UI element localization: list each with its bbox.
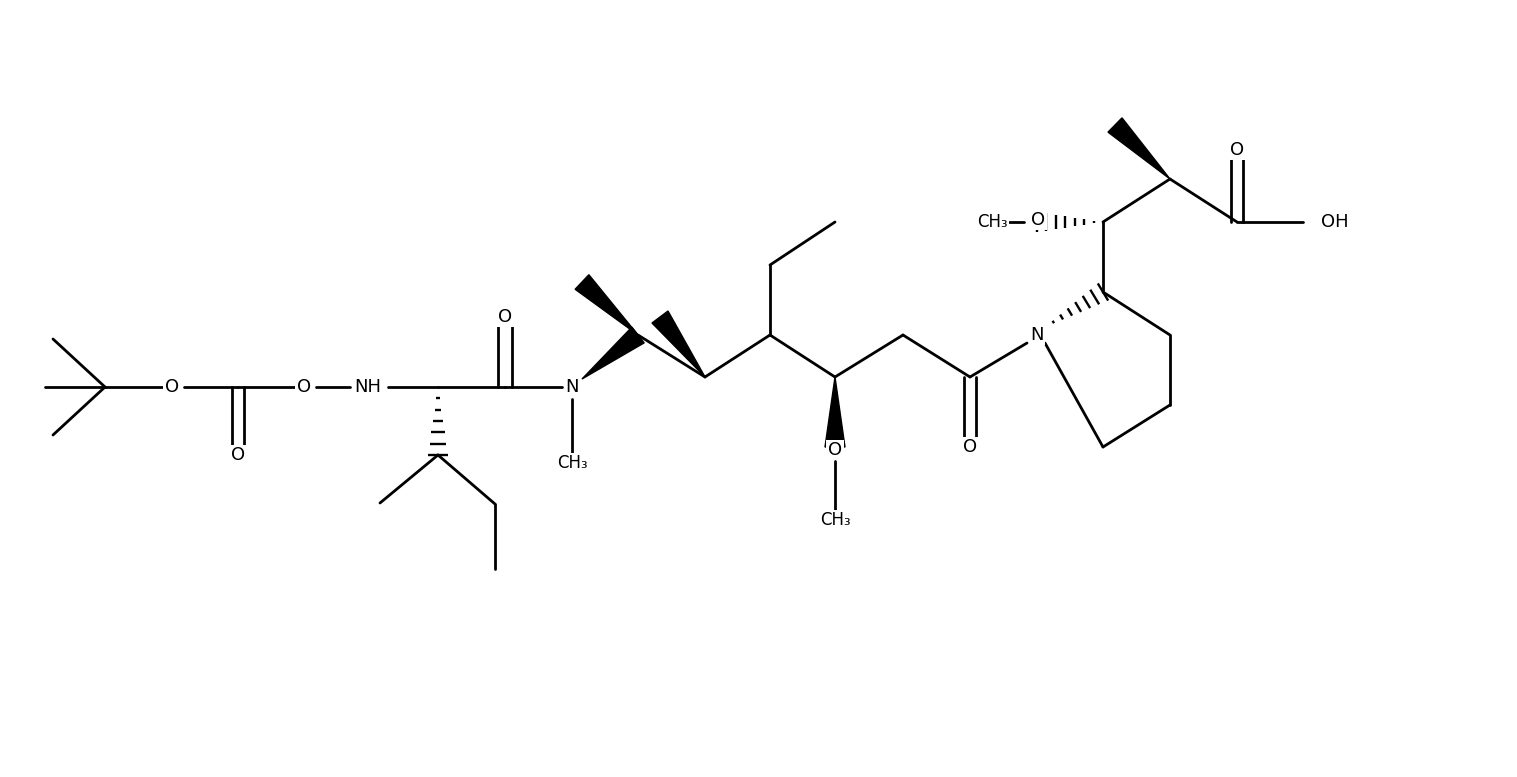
Text: NH: NH	[355, 378, 381, 396]
Polygon shape	[825, 377, 845, 447]
Polygon shape	[575, 275, 639, 335]
Text: O: O	[963, 438, 977, 456]
Text: O: O	[1230, 141, 1244, 159]
Text: CH₃: CH₃	[557, 454, 587, 472]
Text: O: O	[297, 378, 311, 396]
Text: O: O	[498, 308, 513, 326]
Text: O: O	[1032, 211, 1045, 229]
Polygon shape	[583, 327, 645, 379]
Text: O: O	[231, 446, 246, 464]
Text: O: O	[828, 441, 842, 459]
Text: N: N	[1030, 326, 1044, 344]
Text: OH: OH	[1321, 213, 1349, 231]
Text: CH₃: CH₃	[977, 213, 1007, 231]
Text: O: O	[165, 378, 179, 396]
Polygon shape	[652, 311, 705, 377]
Text: N: N	[566, 378, 579, 396]
Text: CH₃: CH₃	[819, 511, 851, 529]
Polygon shape	[1107, 118, 1170, 179]
